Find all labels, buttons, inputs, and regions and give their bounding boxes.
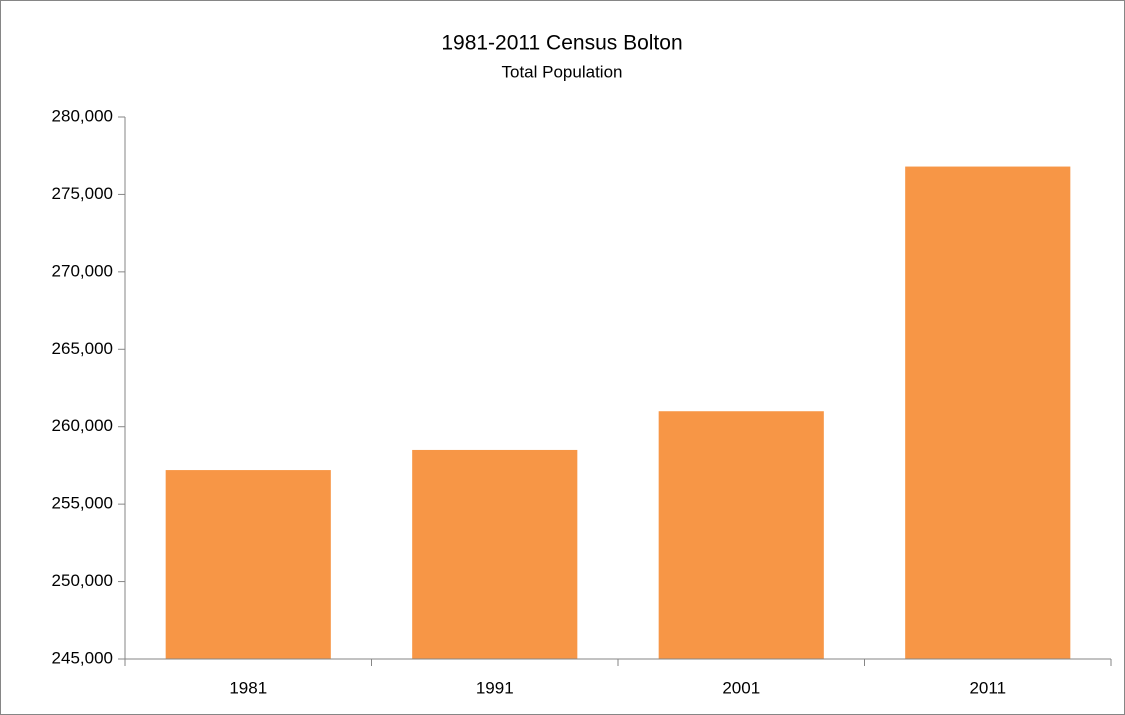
- bar: [658, 411, 824, 659]
- x-tick-label: 1991: [476, 678, 514, 697]
- y-tick-label: 270,000: [52, 261, 113, 280]
- y-tick-label: 245,000: [52, 648, 113, 667]
- y-tick-label: 275,000: [52, 184, 113, 203]
- x-tick-label: 1981: [229, 678, 267, 697]
- bar: [165, 470, 331, 659]
- y-tick-label: 280,000: [52, 106, 113, 125]
- y-tick-label: 250,000: [52, 571, 113, 590]
- x-tick-label: 2011: [969, 678, 1006, 697]
- bar: [412, 449, 578, 659]
- bar: [905, 166, 1071, 659]
- chart-subtitle: Total Population: [502, 62, 623, 81]
- chart-title: 1981-2011 Census Bolton: [441, 32, 682, 55]
- y-tick-label: 255,000: [52, 494, 113, 513]
- y-tick-label: 260,000: [52, 416, 113, 435]
- y-tick-label: 265,000: [52, 339, 113, 358]
- x-tick-label: 2001: [722, 678, 760, 697]
